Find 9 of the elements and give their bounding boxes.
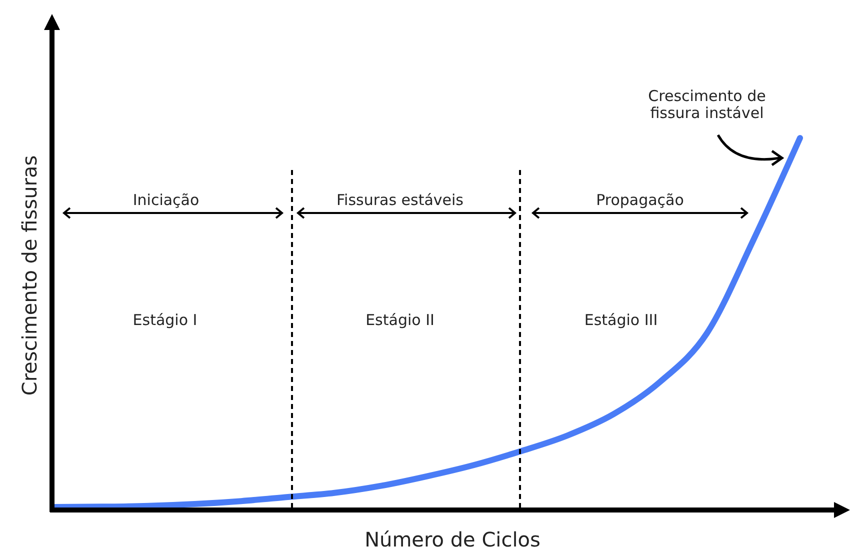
text: Crescimento de fissura instável — [648, 87, 766, 122]
annotation: Estágio III — [584, 311, 658, 329]
annotation: Fissuras estáveis — [336, 191, 464, 209]
annotation: Estágio II — [366, 311, 434, 329]
annotation: Propagação — [596, 191, 684, 209]
annotation: Estágio I — [132, 311, 198, 329]
annotation: Iniciação — [132, 191, 200, 209]
y-axis-title: Crescimento de fissuras — [18, 155, 42, 396]
x-axis-title: Número de Ciclos — [364, 528, 540, 552]
